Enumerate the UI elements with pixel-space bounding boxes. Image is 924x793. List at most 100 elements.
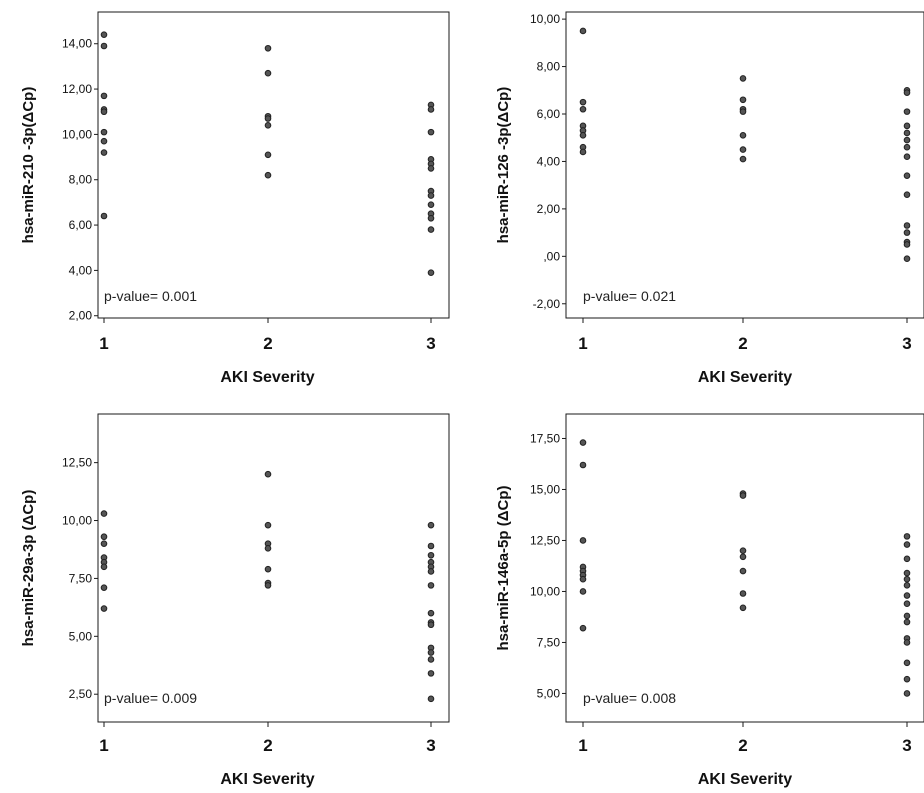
data-point [100, 563, 108, 571]
y-tick-label: 17,50 [530, 431, 560, 445]
data-point [264, 521, 272, 529]
data-point [903, 555, 911, 563]
y-tick-label: 12,50 [62, 456, 92, 470]
data-point [739, 108, 747, 115]
data-point [100, 584, 108, 591]
data-point [903, 618, 911, 626]
data-point [427, 649, 435, 656]
data-point [427, 542, 435, 550]
y-tick-label: -2,00 [533, 297, 561, 311]
y-tick-label: 6,00 [69, 218, 93, 232]
data-point [427, 128, 435, 136]
y-tick-label: ,00 [543, 249, 560, 263]
x-tick-label: 1 [99, 736, 108, 755]
data-point [427, 582, 435, 589]
data-point [427, 621, 435, 629]
data-point [100, 128, 108, 136]
p-value-annotation: p-value= 0.001 [104, 288, 197, 304]
y-tick-label: 12,00 [62, 82, 92, 96]
data-point [264, 115, 272, 122]
data-point [264, 565, 272, 573]
chart-panel-1: 2,00 4,00 6,00 8,00 10,00 12,00 14,00 1 2 3 AKI Se… [20, 11, 450, 386]
data-point [427, 695, 435, 703]
data-point [739, 492, 747, 499]
data-point [579, 27, 587, 35]
data-point [903, 89, 911, 96]
y-axis-label: hsa-miR-29a-3p (ΔCp) [20, 490, 37, 647]
x-axis-label: AKI Severity [220, 369, 314, 386]
data-point [739, 146, 747, 153]
data-point [264, 470, 272, 478]
y-tick-label: 10,00 [530, 584, 560, 598]
data-point [903, 222, 911, 229]
data-point [903, 153, 911, 160]
x-axis-label: AKI Severity [220, 771, 314, 788]
y-tick-label: 12,50 [530, 533, 560, 547]
x-tick-label: 1 [99, 334, 108, 353]
data-point [100, 31, 108, 38]
data-point [100, 212, 108, 220]
data-point [264, 151, 272, 159]
p-value-annotation: p-value= 0.009 [104, 690, 197, 706]
data-point [903, 612, 911, 620]
x-tick-label: 1 [578, 736, 587, 755]
x-tick-label: 2 [738, 334, 747, 353]
data-point [579, 575, 587, 583]
chart-panel-2: -2,00 ,00 2,00 4,00 6,00 8,00 10,00 1 2 3 AKI Seve… [495, 11, 924, 386]
data-point [903, 582, 911, 589]
x-tick-label: 3 [902, 736, 911, 755]
data-point [903, 122, 911, 130]
y-axis-label: hsa-miR-126 -3p(ΔCp) [495, 87, 512, 244]
data-point [427, 609, 435, 617]
data-point [427, 551, 435, 559]
y-tick-label: 5,00 [69, 629, 93, 643]
data-point [903, 569, 911, 577]
y-tick-label: 5,00 [537, 686, 561, 700]
data-point [739, 590, 747, 597]
data-point [100, 540, 108, 547]
data-point [579, 105, 587, 113]
data-point [264, 44, 272, 52]
data-point [903, 229, 911, 236]
y-tick-label: 7,50 [537, 635, 561, 649]
y-tick-label: 2,00 [69, 309, 93, 323]
data-point [264, 69, 272, 77]
data-point [427, 670, 435, 677]
data-point [903, 690, 911, 697]
plot-frame [97, 413, 450, 723]
data-point [427, 656, 435, 663]
plot-frame [565, 413, 924, 723]
data-point [100, 605, 108, 612]
data-point [903, 172, 911, 179]
y-tick-label: 14,00 [62, 37, 92, 51]
data-point [427, 201, 435, 208]
data-point [739, 567, 747, 575]
data-point [264, 122, 272, 129]
y-tick-label: 8,00 [69, 173, 93, 187]
y-tick-label: 7,50 [69, 571, 93, 585]
data-point [739, 553, 747, 561]
data-point [427, 214, 435, 222]
data-point [739, 547, 747, 554]
data-point [579, 439, 587, 446]
data-point [100, 510, 108, 517]
data-point [903, 143, 911, 151]
x-tick-label: 3 [426, 334, 435, 353]
data-point [903, 592, 911, 599]
data-point [903, 659, 911, 667]
x-tick-label: 2 [263, 736, 272, 755]
data-point [264, 545, 272, 552]
data-point [903, 129, 911, 137]
x-tick-label: 3 [902, 334, 911, 353]
data-point [264, 582, 272, 589]
data-point [427, 192, 435, 199]
y-axis-label: hsa-miR-146a-5p (ΔCp) [495, 486, 512, 651]
data-point [264, 171, 272, 179]
data-point [579, 132, 587, 139]
data-point [579, 624, 587, 632]
y-tick-label: 4,00 [69, 263, 93, 277]
y-axis-label: hsa-miR-210 -3p(ΔCp) [20, 87, 37, 244]
y-tick-label: 10,00 [530, 12, 560, 26]
data-point [579, 148, 587, 156]
data-point [427, 568, 435, 575]
